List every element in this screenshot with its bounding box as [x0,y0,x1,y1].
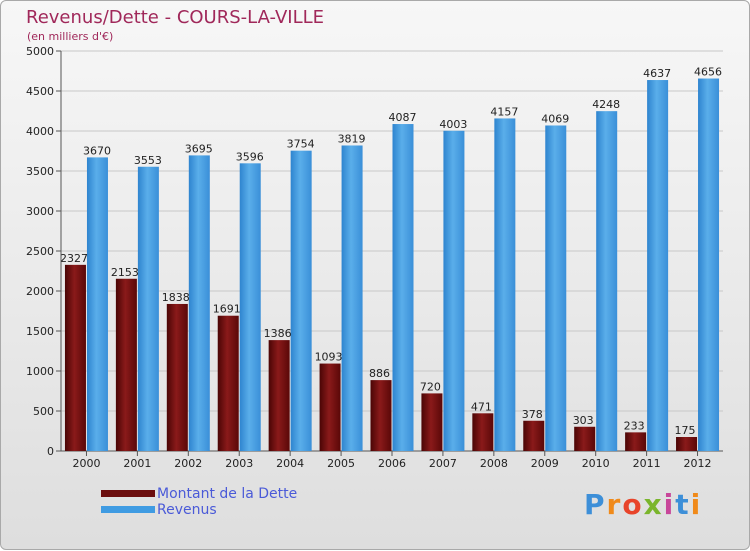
data-label: 2153 [111,266,139,279]
x-tick-label: 2003 [225,457,253,470]
bar-dette [625,432,647,451]
bar-revenus [188,155,210,451]
y-tick-label: 1000 [26,365,54,378]
x-tick-label: 2005 [327,457,355,470]
x-tick-label: 2006 [378,457,406,470]
bar-revenus [443,130,465,451]
data-label: 4087 [389,111,417,124]
data-label: 3670 [83,144,111,157]
data-label: 4248 [592,98,620,111]
bar-revenus [341,145,363,452]
bar-dette [370,380,392,451]
data-label: 1838 [162,291,190,304]
data-label: 303 [573,414,594,427]
bar-dette [523,420,545,451]
data-label: 1691 [213,303,241,316]
data-label: 4637 [643,67,671,80]
data-label: 3596 [236,150,264,163]
x-tick-label: 2002 [174,457,202,470]
label-layer: 2327 3670 2153 3553 1838 3695 1691 3596 1386 3754… [60,66,722,437]
bar-revenus [137,166,159,451]
y-tick-label: 0 [47,445,54,458]
x-tick-label: 2010 [582,457,610,470]
x-tick-label: 2000 [72,457,100,470]
bar-dette [268,340,290,451]
y-tick-label: 2000 [26,285,54,298]
y-tick-label: 3000 [26,205,54,218]
x-tick-label: 2001 [123,457,151,470]
data-label: 4157 [490,105,518,118]
y-tick-label: 3500 [26,165,54,178]
bar-revenus [494,118,516,451]
bar-dette [319,363,341,451]
data-label: 3695 [185,142,213,155]
data-label: 175 [675,424,696,437]
legend-item-dette: Montant de la Dette [101,486,421,503]
x-tick-label: 2009 [531,457,559,470]
y-tick-label: 1500 [26,325,54,338]
data-label: 1093 [315,351,343,364]
bar-dette [115,278,137,451]
x-tick-label: 2008 [480,457,508,470]
proxiti-logo: Proxiti [584,488,703,521]
bar-revenus [647,80,669,451]
data-label: 886 [369,367,390,380]
bar-revenus [545,125,567,451]
data-label: 3754 [287,138,315,151]
bar-revenus [596,111,618,451]
bar-revenus [86,157,108,451]
legend: Montant de la Dette Revenus [101,486,421,519]
chart-title: Revenus/Dette - COURS-LA-VILLE [26,7,325,28]
bar-revenus [392,124,414,451]
bar-dette [676,437,698,451]
y-tick-label: 4500 [26,85,54,98]
axis-layer: 0 500 1000 1500 2000 2500 3000 3500 4000 4500 5000… [26,45,712,470]
y-tick-label: 4000 [26,125,54,138]
data-label: 233 [624,419,645,432]
bar-dette [64,264,86,451]
legend-item-revenus: Revenus [101,502,421,519]
data-label: 471 [471,400,492,413]
x-tick-label: 2012 [684,457,712,470]
x-tick-label: 2004 [276,457,304,470]
legend-label-dette: Montant de la Dette [157,486,298,502]
legend-swatch-revenus [101,506,155,513]
bar-dette [574,426,596,451]
data-label: 1386 [264,327,292,340]
bar-dette [217,315,239,451]
data-label: 720 [420,380,441,393]
bar-revenus [239,163,261,451]
data-label: 2327 [60,252,88,265]
bar-dette [166,303,188,451]
data-label: 4656 [694,66,722,79]
y-tick-label: 2500 [26,245,54,258]
bar-revenus [290,150,312,451]
data-label: 4003 [439,118,467,131]
x-tick-label: 2011 [633,457,661,470]
x-tick-label: 2007 [429,457,457,470]
data-label: 4069 [541,112,569,125]
bar-revenus [698,78,720,452]
bar-dette [421,393,443,451]
y-tick-label: 5000 [26,45,54,58]
chart-subtitle: (en milliers d'€) [27,30,114,43]
data-label: 378 [522,408,543,421]
data-label: 3553 [134,154,162,167]
legend-label-revenus: Revenus [157,502,217,518]
legend-swatch-dette [101,490,155,497]
data-label: 3819 [338,132,366,145]
bar-layer [64,78,720,452]
y-tick-label: 500 [33,405,54,418]
bar-dette [472,413,494,451]
